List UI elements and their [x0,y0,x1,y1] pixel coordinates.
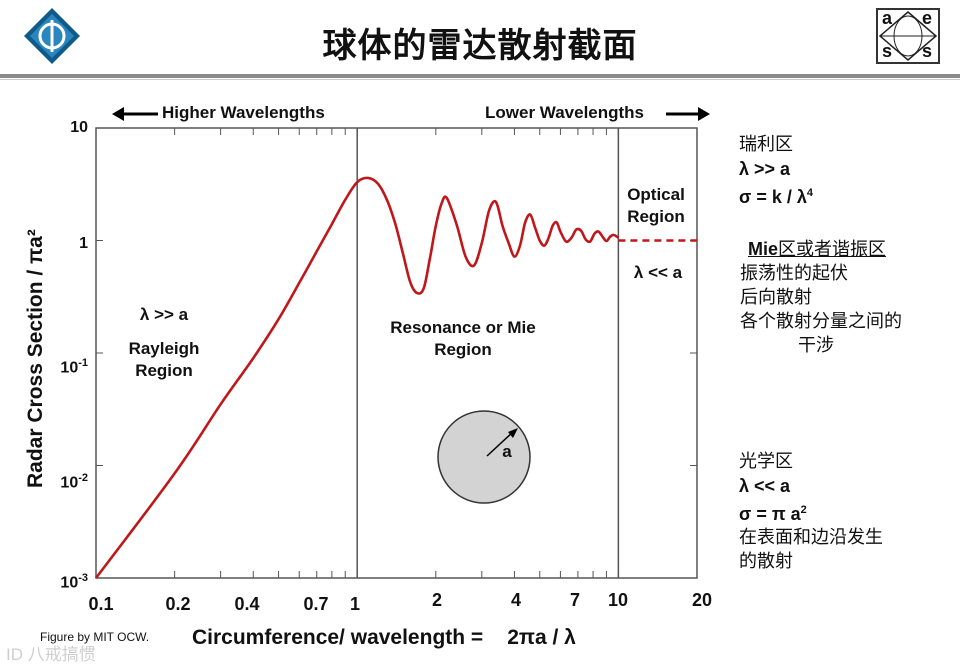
rayleigh-condition: λ >> a [139,305,189,324]
xtick-7: 7 [569,590,580,610]
mie-notes: Mie区或者谐振区 振荡性的起伏 后向散射 各个散射分量之间的 干涉 [740,237,902,358]
ytick-0.01: 10-2 [60,472,88,492]
xtick-0.4: 0.4 [234,594,260,614]
optical-notes: 光学区 λ << a σ = π a2 在表面和边沿发生 的散射 [739,450,883,574]
figure-credit: Figure by MIT OCW. [40,630,150,644]
left-logo [22,6,82,66]
watermark: ID 八戒搞惯 [6,645,96,664]
mie-notes-line-2: 后向散射 [740,287,812,308]
right-arrow-icon [666,107,710,121]
ytick-1: 1 [79,235,88,252]
xtick-20: 20 [691,590,713,610]
optical-notes-line-4: 的散射 [739,551,793,572]
mie-notes-title: Mie区或者谐振区 [748,239,887,260]
xtick-4: 4 [510,590,521,610]
diamond-logo-icon [24,8,80,64]
xtick-1: 1 [349,594,360,614]
radius-arrow-icon [486,430,515,457]
logo-letter-s2: s [922,41,933,61]
logo-letter-e: e [922,8,933,28]
rcs-curve [94,176,620,579]
optical-notes-line-3: 在表面和边沿发生 [739,527,883,548]
logo-letter-s1: s [882,41,893,61]
rayleigh-notes: 瑞利区 λ >> a σ = k / λ4 [739,133,813,209]
ytick-0.001: 10-3 [60,572,88,592]
optical-notes-title: 光学区 [739,451,793,472]
x-axis-label: Circumference/ wavelength = 2πa / λ [192,626,576,649]
x-axis-formula: 2πa / λ [507,626,576,649]
lower-wavelengths-label: Lower Wavelengths [485,103,645,122]
optical-condition: λ << a [633,263,683,282]
rayleigh-notes-cond: λ >> a [739,159,791,179]
sphere-radius-label: a [502,442,512,461]
xtick-0.7: 0.7 [303,594,329,614]
y-axis-label: Radar Cross Section / πa² [24,229,47,488]
aess-logo-icon [876,8,940,64]
rayleigh-notes-title: 瑞利区 [739,134,793,155]
page-title: 球体的雷达散射截面 [322,26,638,66]
xtick-0.2: 0.2 [165,594,191,614]
header-rule-light [0,79,960,80]
header-rule [0,74,960,78]
left-arrow-icon [112,107,158,121]
mie-region-label: Resonance or Mie Region [390,318,536,359]
sphere-icon [437,410,531,504]
mie-notes-line-1: 振荡性的起伏 [740,263,848,284]
mie-notes-line-4: 干涉 [798,335,834,356]
higher-wavelengths-label: Higher Wavelengths [162,103,325,122]
optical-region-label: Optical Region [627,185,685,226]
xtick-10: 10 [607,590,629,610]
optical-notes-formula: σ = π a2 [739,504,807,524]
mie-notes-line-3: 各个散射分量之间的 [740,311,902,332]
xtick-2: 2 [431,590,442,610]
radius-arrowhead-icon [508,428,518,438]
optical-notes-cond: λ << a [739,476,791,496]
logo-letter-a: a [882,8,893,28]
ytick-10: 10 [70,119,88,136]
rayleigh-region-label: Rayleigh Region [128,339,200,380]
xtick-0.1: 0.1 [88,594,114,614]
rayleigh-notes-formula: σ = k / λ4 [739,187,813,207]
right-logo: a e s s [876,8,940,64]
ytick-0.1: 10-1 [60,357,88,377]
